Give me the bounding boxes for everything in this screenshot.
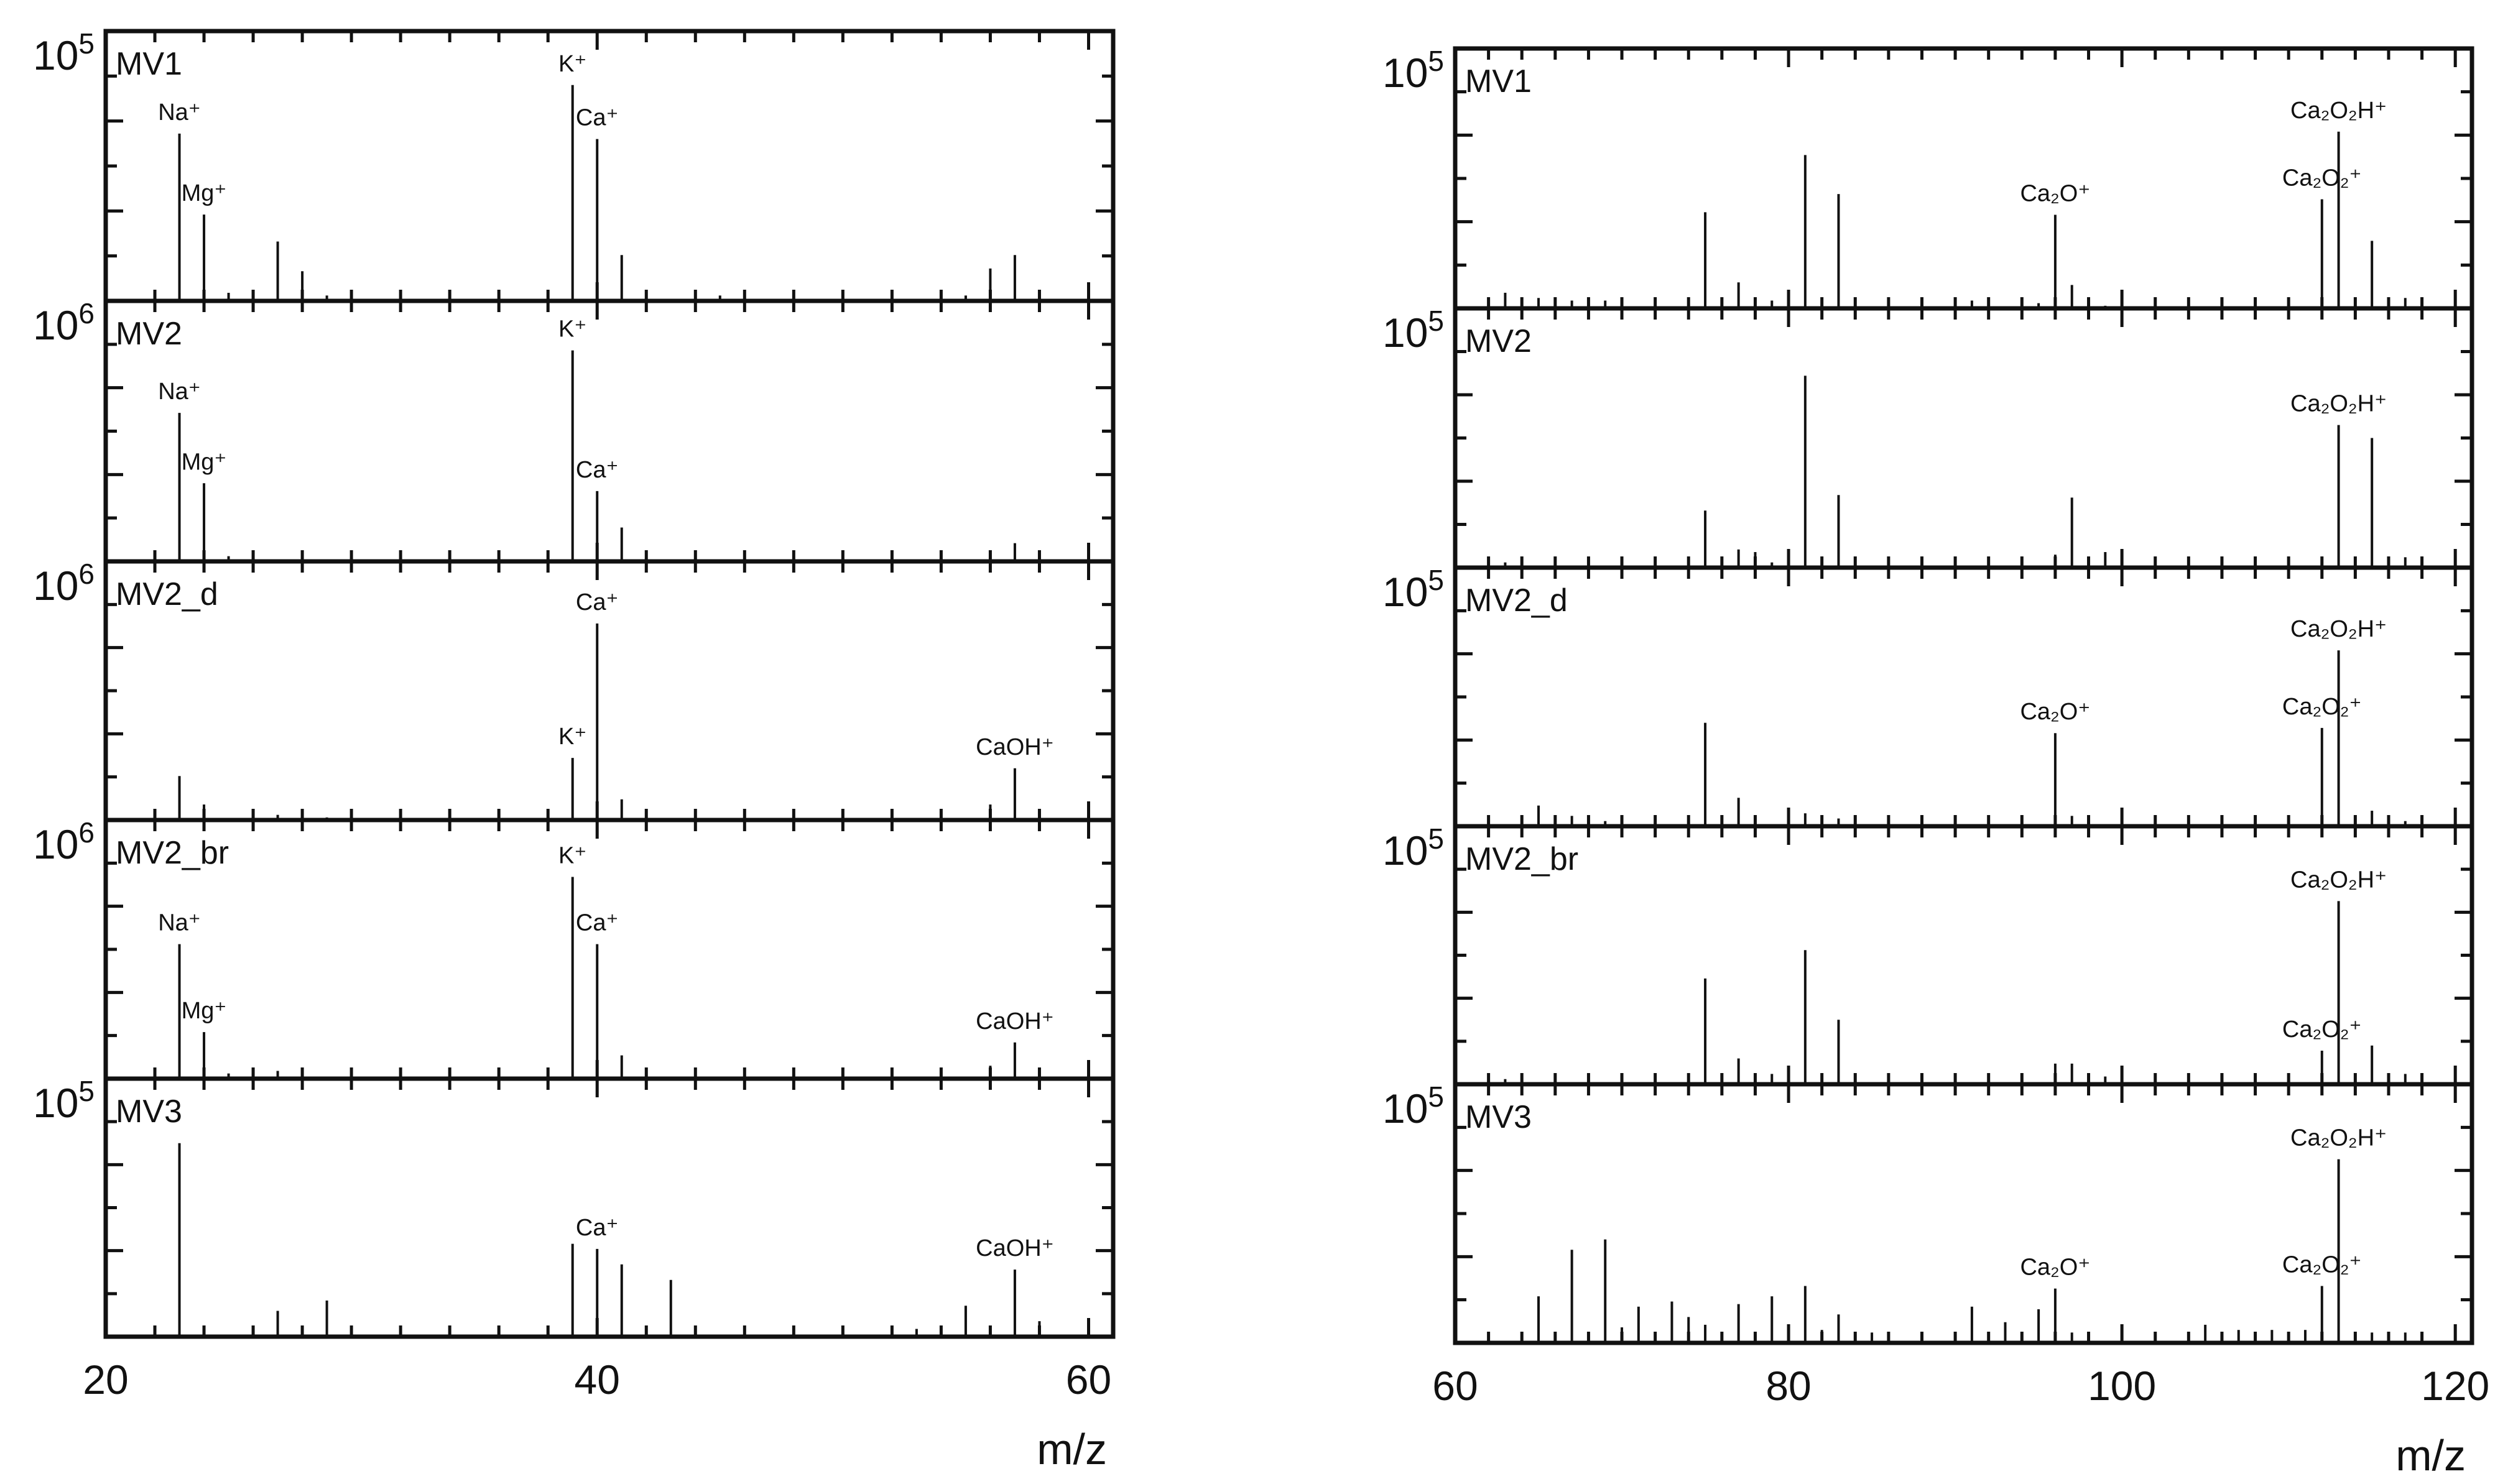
panel-sample-label: MV2_br [1465,841,1578,877]
x-tick-label: 20 [83,1357,128,1403]
peak-ion-label: K⁺ [558,316,586,343]
peak-ion-label: Ca₂O₂⁺ [2282,1016,2362,1043]
x-tick-label: 120 [2421,1363,2489,1409]
x-axis-label: m/z [1037,1425,1107,1473]
panel-sample-label: MV2 [116,316,182,352]
right-spectrum-column: MV1105Ca₂O⁺Ca₂O₂⁺Ca₂O₂H⁺MV2105Ca₂O₂H⁺MV2… [1382,45,2489,1480]
peak-ion-label: Ca₂O₂⁺ [2282,694,2362,720]
spectrum-panel-mv2-d: MV2_d 106 K⁺ Ca⁺ CaOH⁺ [33,558,1116,823]
peak-ion-label: Mg⁺ [182,449,227,475]
peak-ion-label: Ca₂O₂H⁺ [2290,391,2387,417]
spectrum-panel-mv2-d: MV2_d 105 Ca₂O⁺ Ca₂O₂⁺ Ca₂O₂H⁺ [1382,564,2474,829]
peak-ion-label: CaOH⁺ [976,734,1054,760]
peak-ion-label: CaOH⁺ [976,1235,1054,1261]
panel-sample-label: MV3 [1465,1099,1532,1135]
y-max-label: 105 [1382,1081,1444,1131]
peak-ion-label: Na⁺ [158,99,201,126]
y-max-label: 105 [1382,823,1444,873]
panel-sample-label: MV2 [1465,323,1532,359]
y-max-label: 106 [33,558,95,609]
spectrum-panel-mv2-br: MV2_br 105 Ca₂O₂⁺ Ca₂O₂H⁺ [1382,823,2474,1087]
y-max-label: 105 [33,1075,95,1126]
peak-ion-label: K⁺ [558,843,586,869]
peak-ion-label: Ca₂O₂H⁺ [2290,616,2387,642]
y-max-label: 106 [33,816,95,867]
peak-ion-label: Ca⁺ [576,105,619,131]
peak-ion-label: Ca⁺ [576,589,619,615]
peak-ion-label: Ca⁺ [576,457,619,483]
x-tick-label: 60 [1432,1363,1478,1409]
peak-ion-label: Ca₂O₂⁺ [2282,165,2362,191]
panel-sample-label: MV1 [1465,63,1532,99]
panel-sample-label: MV1 [116,46,182,82]
peak-ion-label: Ca₂O₂H⁺ [2290,1125,2387,1151]
peak-ion-label: Ca₂O⁺ [2020,181,2090,207]
peak-ion-label: Ca⁺ [576,1215,619,1241]
x-tick-label: 60 [1066,1357,1111,1403]
peak-ion-label: CaOH⁺ [976,1008,1054,1035]
y-max-label: 105 [1382,45,1444,96]
spectrum-panel-mv3: MV3 105 Ca₂O⁺ Ca₂O₂⁺ Ca₂O₂H⁺ [1382,1081,2474,1345]
panel-sample-label: MV2_d [1465,583,1568,619]
panel-sample-label: MV2_d [116,576,218,612]
x-tick-label: 40 [575,1357,620,1403]
peak-ion-label: Mg⁺ [182,180,227,206]
peak-ion-label: K⁺ [558,51,586,77]
x-axis-label: m/z [2395,1431,2466,1480]
spectrum-panel-mv3: MV3 105 Ca⁺ CaOH⁺ [33,1075,1116,1339]
panel-sample-label: MV2_br [116,835,229,871]
x-tick-label: 100 [2088,1363,2156,1409]
x-tick-label: 80 [1766,1363,1811,1409]
y-max-label: 106 [33,297,95,348]
peak-ion-label: Ca⁺ [576,910,619,936]
y-max-label: 105 [1382,305,1444,356]
y-max-label: 105 [33,27,95,78]
spectrum-panel-mv1: MV1 105 Ca₂O⁺ Ca₂O₂⁺ Ca₂O₂H⁺ [1382,45,2474,311]
peak-ion-label: Mg⁺ [182,998,227,1024]
peak-ion-label: Ca₂O₂H⁺ [2290,98,2387,124]
panel-sample-label: MV3 [116,1094,182,1130]
peak-ion-label: Ca₂O₂H⁺ [2290,867,2387,893]
peak-ion-label: Ca₂O⁺ [2020,1255,2090,1281]
left-spectrum-column: MV1 105 Na⁺ Mg⁺ K⁺ Ca⁺ MV2 106 Na⁺ Mg⁺ K⁺ Ca⁺ MV2_d 1… [33,27,1116,1473]
y-max-label: 105 [1382,564,1444,615]
peak-ion-label: Ca₂O⁺ [2020,699,2090,725]
peak-ion-label: Ca₂O₂⁺ [2282,1251,2362,1278]
peak-ion-label: Na⁺ [158,379,201,405]
peak-ion-label: Na⁺ [158,910,201,936]
peak-ion-label: K⁺ [558,724,586,750]
